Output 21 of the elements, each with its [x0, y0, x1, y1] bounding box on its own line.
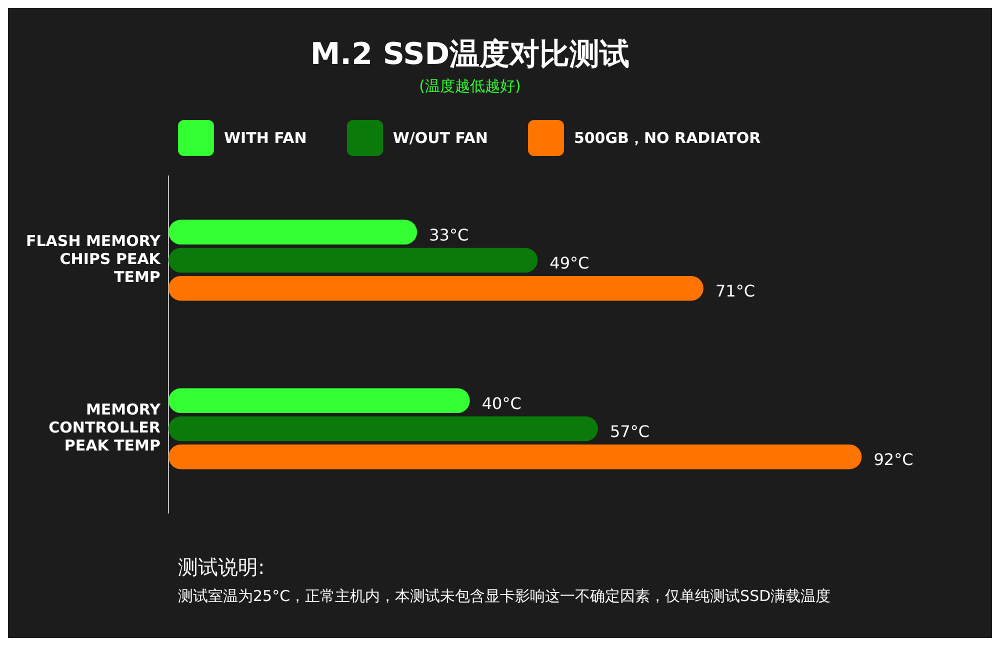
data-label: 71°C	[715, 281, 755, 300]
data-label: 33°C	[429, 225, 469, 244]
data-label: 40°C	[482, 394, 522, 413]
data-label: 92°C	[874, 450, 914, 469]
legend-label: 500GB，NO RADIATOR	[574, 128, 761, 148]
chart-subtitle: (温度越低越好)	[419, 76, 521, 95]
y-tick-label: MEMORY CONTROLLER PEAK TEMP	[48, 400, 162, 455]
bar	[168, 220, 418, 245]
bar	[168, 248, 538, 273]
chart-title: M.2 SSD温度对比测试	[310, 36, 630, 72]
legend-label: WITH FAN	[224, 129, 307, 147]
text: 测试室温为25°C，正常主机内，本测试未包含显卡影响这一不确定因素，仅单纯测试SSD满载温度	[178, 587, 832, 606]
data-label: 57°C	[610, 422, 650, 441]
y-tick-label: FLASH MEMORY CHIPS PEAK TEMP	[26, 232, 162, 286]
bar	[168, 416, 598, 442]
legend-label: W/OUT FAN	[392, 129, 488, 147]
bar	[168, 444, 862, 470]
bar	[168, 276, 704, 301]
data-label: 49°C	[550, 253, 590, 272]
bar	[168, 388, 470, 414]
text: 测试说明:	[178, 554, 266, 581]
